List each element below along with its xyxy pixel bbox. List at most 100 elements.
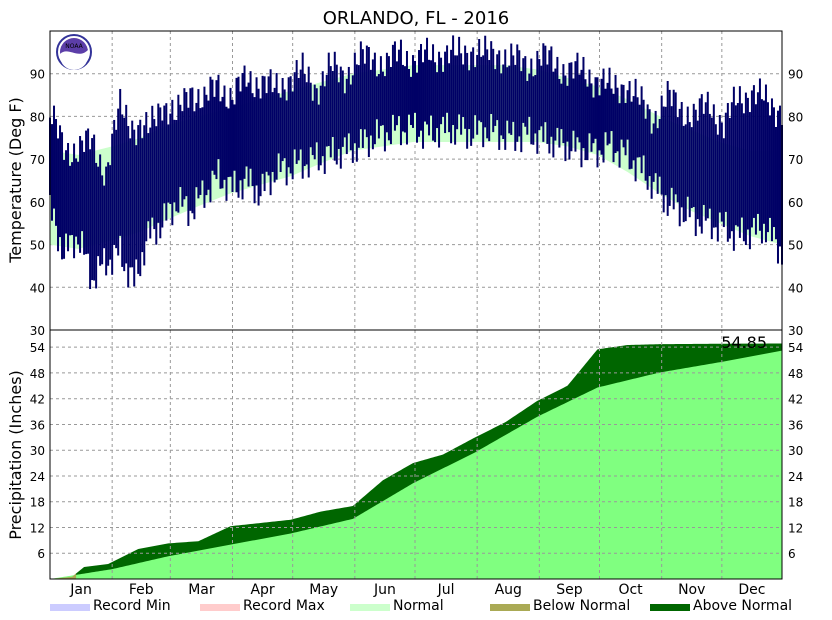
- temperature-day-bar: [576, 52, 579, 138]
- month-label: Sep: [556, 582, 583, 598]
- temperature-day-bar: [492, 48, 495, 133]
- temperature-day-bar: [317, 104, 320, 171]
- temperature-day-bar: [57, 138, 60, 252]
- temperature-day-bar: [560, 83, 563, 130]
- temperature-day-bar: [584, 79, 587, 161]
- month-label: Jan: [69, 582, 92, 598]
- temperature-day-bar: [361, 49, 364, 148]
- temperature-day-bar: [570, 62, 573, 152]
- temperature-day-bar: [520, 71, 523, 153]
- temperature-day-bar: [622, 84, 625, 148]
- temperature-day-bar: [93, 134, 96, 281]
- temperature-day-bar: [768, 115, 771, 218]
- precip-tick-label-left: 6: [37, 547, 45, 561]
- temperature-day-bar: [177, 94, 180, 213]
- temperature-day-bar: [75, 158, 78, 237]
- temperature-day-bar: [101, 175, 104, 265]
- temperature-day-bar: [297, 77, 300, 161]
- temperature-day-bar: [217, 74, 220, 160]
- temperature-day-bar: [448, 63, 451, 133]
- temperature-day-bar: [734, 105, 737, 226]
- month-label: Jun: [373, 582, 396, 598]
- temperature-day-bar: [385, 52, 388, 133]
- temperature-day-bar: [153, 119, 156, 230]
- temperature-day-bar: [644, 118, 647, 181]
- temperature-day-bar: [544, 45, 547, 123]
- temperature-day-bar: [343, 93, 346, 138]
- temperature-day-bar: [490, 41, 493, 114]
- legend-item: Normal: [350, 598, 444, 614]
- temperature-day-bar: [129, 138, 132, 268]
- temperature-day-bar: [355, 64, 358, 162]
- temperature-day-bar: [303, 73, 306, 167]
- temperature-day-bar: [191, 87, 194, 214]
- temp-tick-label-right: 70: [788, 153, 803, 167]
- temperature-day-bar: [243, 65, 246, 179]
- temperature-day-bar: [197, 89, 200, 199]
- temperature-day-bar: [732, 86, 735, 251]
- precip-tick-label-right: 12: [788, 521, 803, 535]
- temperature-day-bar: [434, 62, 437, 143]
- temperature-day-bar: [405, 51, 408, 145]
- temperature-day-bar: [357, 65, 360, 148]
- temperature-day-bar: [223, 85, 226, 180]
- temperature-day-bar: [345, 78, 348, 155]
- temperature-day-bar: [556, 56, 559, 128]
- temperature-day-bar: [87, 128, 90, 254]
- temperature-day-bar: [506, 67, 509, 121]
- temperature-day-bar: [648, 109, 651, 177]
- temperature-day-bar: [351, 75, 354, 163]
- temperature-day-bar: [389, 66, 392, 145]
- temperature-day-bar: [744, 92, 747, 246]
- temperature-day-bar: [686, 106, 689, 197]
- temperature-day-bar: [580, 69, 583, 168]
- temperature-day-bar: [169, 113, 172, 204]
- temperature-day-bar: [564, 75, 567, 162]
- temperature-day-bar: [53, 105, 56, 209]
- temperature-day-bar: [79, 136, 82, 253]
- temperature-day-bar: [349, 84, 352, 151]
- month-label: Aug: [495, 582, 522, 598]
- temperature-day-bar: [478, 39, 481, 121]
- temperature-day-bar: [413, 60, 416, 113]
- temperature-day-bar: [562, 64, 565, 144]
- temperature-day-bar: [476, 54, 479, 135]
- temperature-day-bar: [273, 87, 276, 183]
- temperature-day-bar: [586, 86, 589, 161]
- annual-precip-total: 54.85: [721, 333, 767, 352]
- temperature-day-bar: [207, 100, 210, 190]
- temperature-day-bar: [187, 107, 190, 226]
- temperature-day-bar: [381, 71, 384, 126]
- temperature-day-bar: [291, 91, 294, 180]
- temperature-day-bar: [642, 99, 645, 156]
- month-label: Mar: [188, 582, 215, 598]
- temperature-day-bar: [145, 112, 148, 242]
- month-label: Apr: [250, 582, 274, 598]
- temperature-day-bar: [538, 59, 541, 131]
- temperature-day-bar: [201, 107, 204, 181]
- temperature-day-bar: [221, 96, 224, 189]
- temperature-day-bar: [341, 70, 344, 147]
- temperature-day-bar: [283, 89, 286, 159]
- temperature-day-bar: [61, 132, 64, 260]
- precip-tick-label-right: 30: [788, 444, 803, 458]
- temperature-day-bar: [706, 91, 709, 219]
- temperature-day-bar: [716, 134, 719, 242]
- temperature-day-bar: [416, 72, 419, 143]
- temperature-day-bar: [460, 53, 463, 135]
- temperature-day-bar: [588, 69, 591, 134]
- temperature-day-bar: [618, 103, 621, 168]
- temperature-day-bar: [608, 67, 611, 144]
- temperature-day-bar: [658, 118, 661, 177]
- temperature-day-bar: [702, 113, 705, 205]
- temperature-day-bar: [484, 35, 487, 128]
- temperature-day-bar: [119, 88, 122, 236]
- legend-label: Normal: [393, 598, 444, 614]
- temperature-day-bar: [600, 78, 603, 155]
- temperature-day-bar: [353, 52, 356, 144]
- temperature-day-bar: [409, 76, 412, 125]
- temperature-day-bar: [261, 75, 264, 174]
- temperature-day-bar: [438, 51, 441, 148]
- temperature-axis-ticks: 30 30 40 40 50 50 60 60 70 70 80 80 90 90: [30, 68, 804, 338]
- temperature-day-bar: [107, 162, 110, 266]
